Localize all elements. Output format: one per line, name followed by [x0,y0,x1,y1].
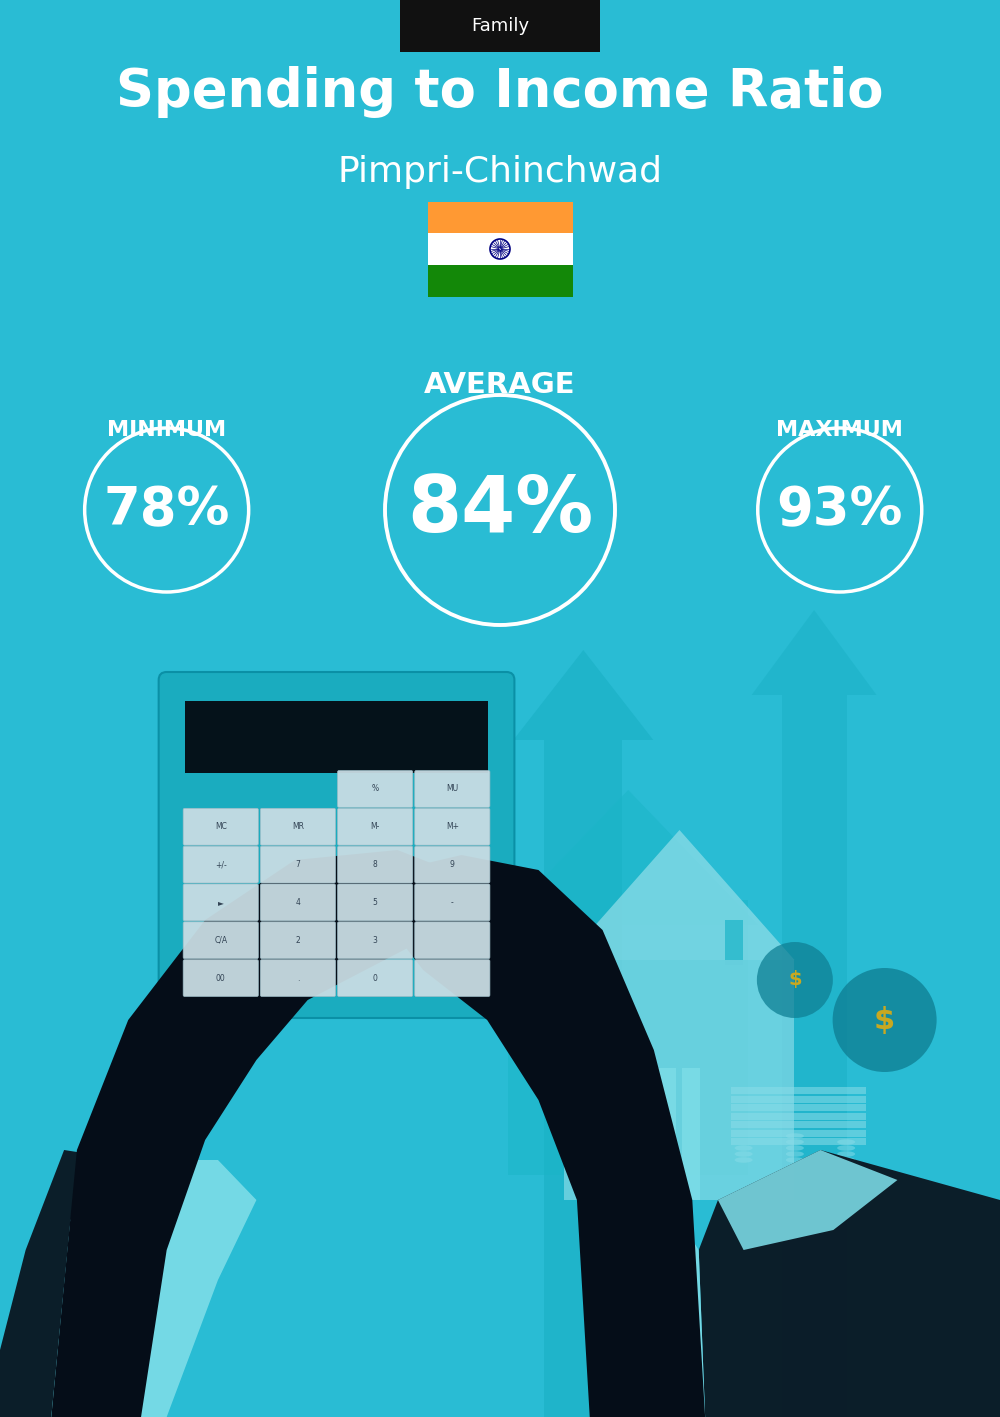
Bar [731,1104,866,1111]
Bar [731,1095,866,1102]
Ellipse shape [837,1145,855,1151]
Bar [725,920,743,965]
Text: C/A: C/A [214,935,227,945]
FancyBboxPatch shape [260,884,336,921]
Polygon shape [51,850,462,1417]
Polygon shape [0,1151,128,1417]
Polygon shape [51,1161,256,1417]
Text: MR: MR [292,822,304,832]
Text: AVERAGE: AVERAGE [424,371,576,400]
FancyBboxPatch shape [260,959,336,996]
Polygon shape [718,1151,897,1250]
Text: 2: 2 [296,935,300,945]
Ellipse shape [837,1158,855,1163]
Text: MAXIMUM: MAXIMUM [776,419,903,441]
Text: 00: 00 [216,973,226,982]
Polygon shape [564,830,794,959]
Text: .: . [297,973,299,982]
Text: +/-: +/- [215,860,227,869]
Text: $: $ [874,1006,895,1034]
FancyBboxPatch shape [183,808,258,845]
Bar [428,201,573,234]
Text: -: - [451,898,454,907]
Bar [731,1138,866,1145]
FancyBboxPatch shape [338,771,413,808]
Polygon shape [385,854,705,1417]
Ellipse shape [786,1145,804,1151]
Text: 5: 5 [373,898,378,907]
Bar [564,959,794,1200]
Text: MC: MC [215,822,227,832]
Bar [658,1068,676,1200]
Ellipse shape [837,1139,855,1145]
Text: $: $ [788,971,802,989]
Ellipse shape [786,1134,804,1139]
Text: ►: ► [218,898,224,907]
Polygon shape [752,609,877,694]
Text: Family: Family [471,17,529,35]
Text: Pimpri-Chinchwad: Pimpri-Chinchwad [338,154,662,188]
Text: 9: 9 [450,860,455,869]
Bar [731,1112,866,1119]
FancyBboxPatch shape [338,808,413,845]
Text: Spending to Income Ratio: Spending to Income Ratio [116,67,884,118]
Polygon shape [513,650,653,740]
Text: 93%: 93% [777,485,903,536]
FancyBboxPatch shape [183,922,258,959]
Ellipse shape [786,1151,804,1156]
FancyBboxPatch shape [338,922,413,959]
Text: MINIMUM: MINIMUM [107,419,226,441]
Polygon shape [544,740,622,1417]
Text: 3: 3 [373,935,378,945]
FancyBboxPatch shape [338,959,413,996]
FancyBboxPatch shape [400,0,600,52]
Bar [682,1068,700,1200]
Text: 0: 0 [373,973,378,982]
Text: M-: M- [370,822,380,832]
Circle shape [757,942,833,1017]
FancyBboxPatch shape [415,808,490,845]
FancyBboxPatch shape [415,922,490,959]
Text: 78%: 78% [103,485,230,536]
Bar [428,234,573,265]
FancyBboxPatch shape [183,884,258,921]
Ellipse shape [786,1158,804,1163]
Ellipse shape [735,1145,753,1151]
FancyBboxPatch shape [260,808,336,845]
Text: 7: 7 [296,860,300,869]
Ellipse shape [786,1139,804,1145]
Bar [731,1121,866,1128]
FancyBboxPatch shape [415,884,490,921]
Bar [428,265,573,296]
Polygon shape [699,1151,1000,1417]
Polygon shape [498,791,758,925]
Ellipse shape [735,1151,753,1156]
Polygon shape [782,694,847,1417]
Text: 84%: 84% [407,472,593,548]
Circle shape [833,968,937,1073]
Bar [731,1129,866,1136]
FancyBboxPatch shape [338,884,413,921]
Text: M+: M+ [446,822,459,832]
Bar [731,1087,866,1094]
Bar [508,900,748,1175]
FancyBboxPatch shape [159,672,514,1017]
Bar [185,701,488,774]
FancyBboxPatch shape [260,846,336,883]
Text: MU: MU [446,785,458,794]
FancyBboxPatch shape [260,922,336,959]
Text: %: % [372,785,379,794]
FancyBboxPatch shape [183,959,258,996]
FancyBboxPatch shape [415,846,490,883]
Ellipse shape [837,1151,855,1156]
Text: 8: 8 [373,860,378,869]
Polygon shape [590,1180,705,1417]
FancyBboxPatch shape [415,771,490,808]
Ellipse shape [735,1158,753,1163]
FancyBboxPatch shape [183,846,258,883]
Text: 4: 4 [296,898,300,907]
FancyBboxPatch shape [415,959,490,996]
FancyBboxPatch shape [338,846,413,883]
